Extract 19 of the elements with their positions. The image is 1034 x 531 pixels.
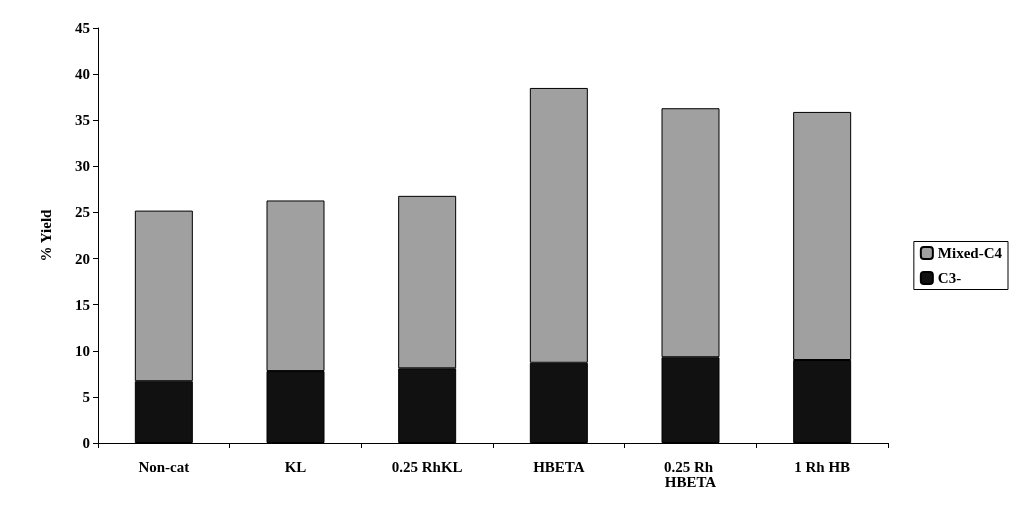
y-tick-label: 25	[75, 204, 90, 221]
x-tick-label: 1 Rh HB	[794, 458, 851, 475]
x-tick-label: 0.25 RhKL	[391, 458, 463, 475]
y-tick-label: 10	[75, 342, 90, 359]
legend-label: C3-	[937, 270, 962, 286]
x-tick-label: KL	[284, 458, 307, 475]
y-tick-label: 15	[75, 296, 90, 313]
y-tick-label: 40	[75, 66, 90, 83]
y-tick-label: 45	[75, 20, 90, 36]
x-tick-label: 0.25 Rh HBETA	[664, 458, 717, 490]
y-tick-label: 35	[75, 112, 90, 129]
x-tick-label: HBETA	[533, 458, 585, 475]
y-tick-label: 20	[75, 250, 90, 267]
legend-label: Mixed-C4	[937, 245, 1003, 261]
y-tick-label: 5	[82, 388, 90, 405]
y-tick-label: 0	[82, 435, 90, 451]
x-tick-label: Non-cat	[138, 458, 190, 475]
y-axis-title: % Yield	[37, 208, 54, 262]
y-tick-label: 30	[75, 158, 90, 175]
